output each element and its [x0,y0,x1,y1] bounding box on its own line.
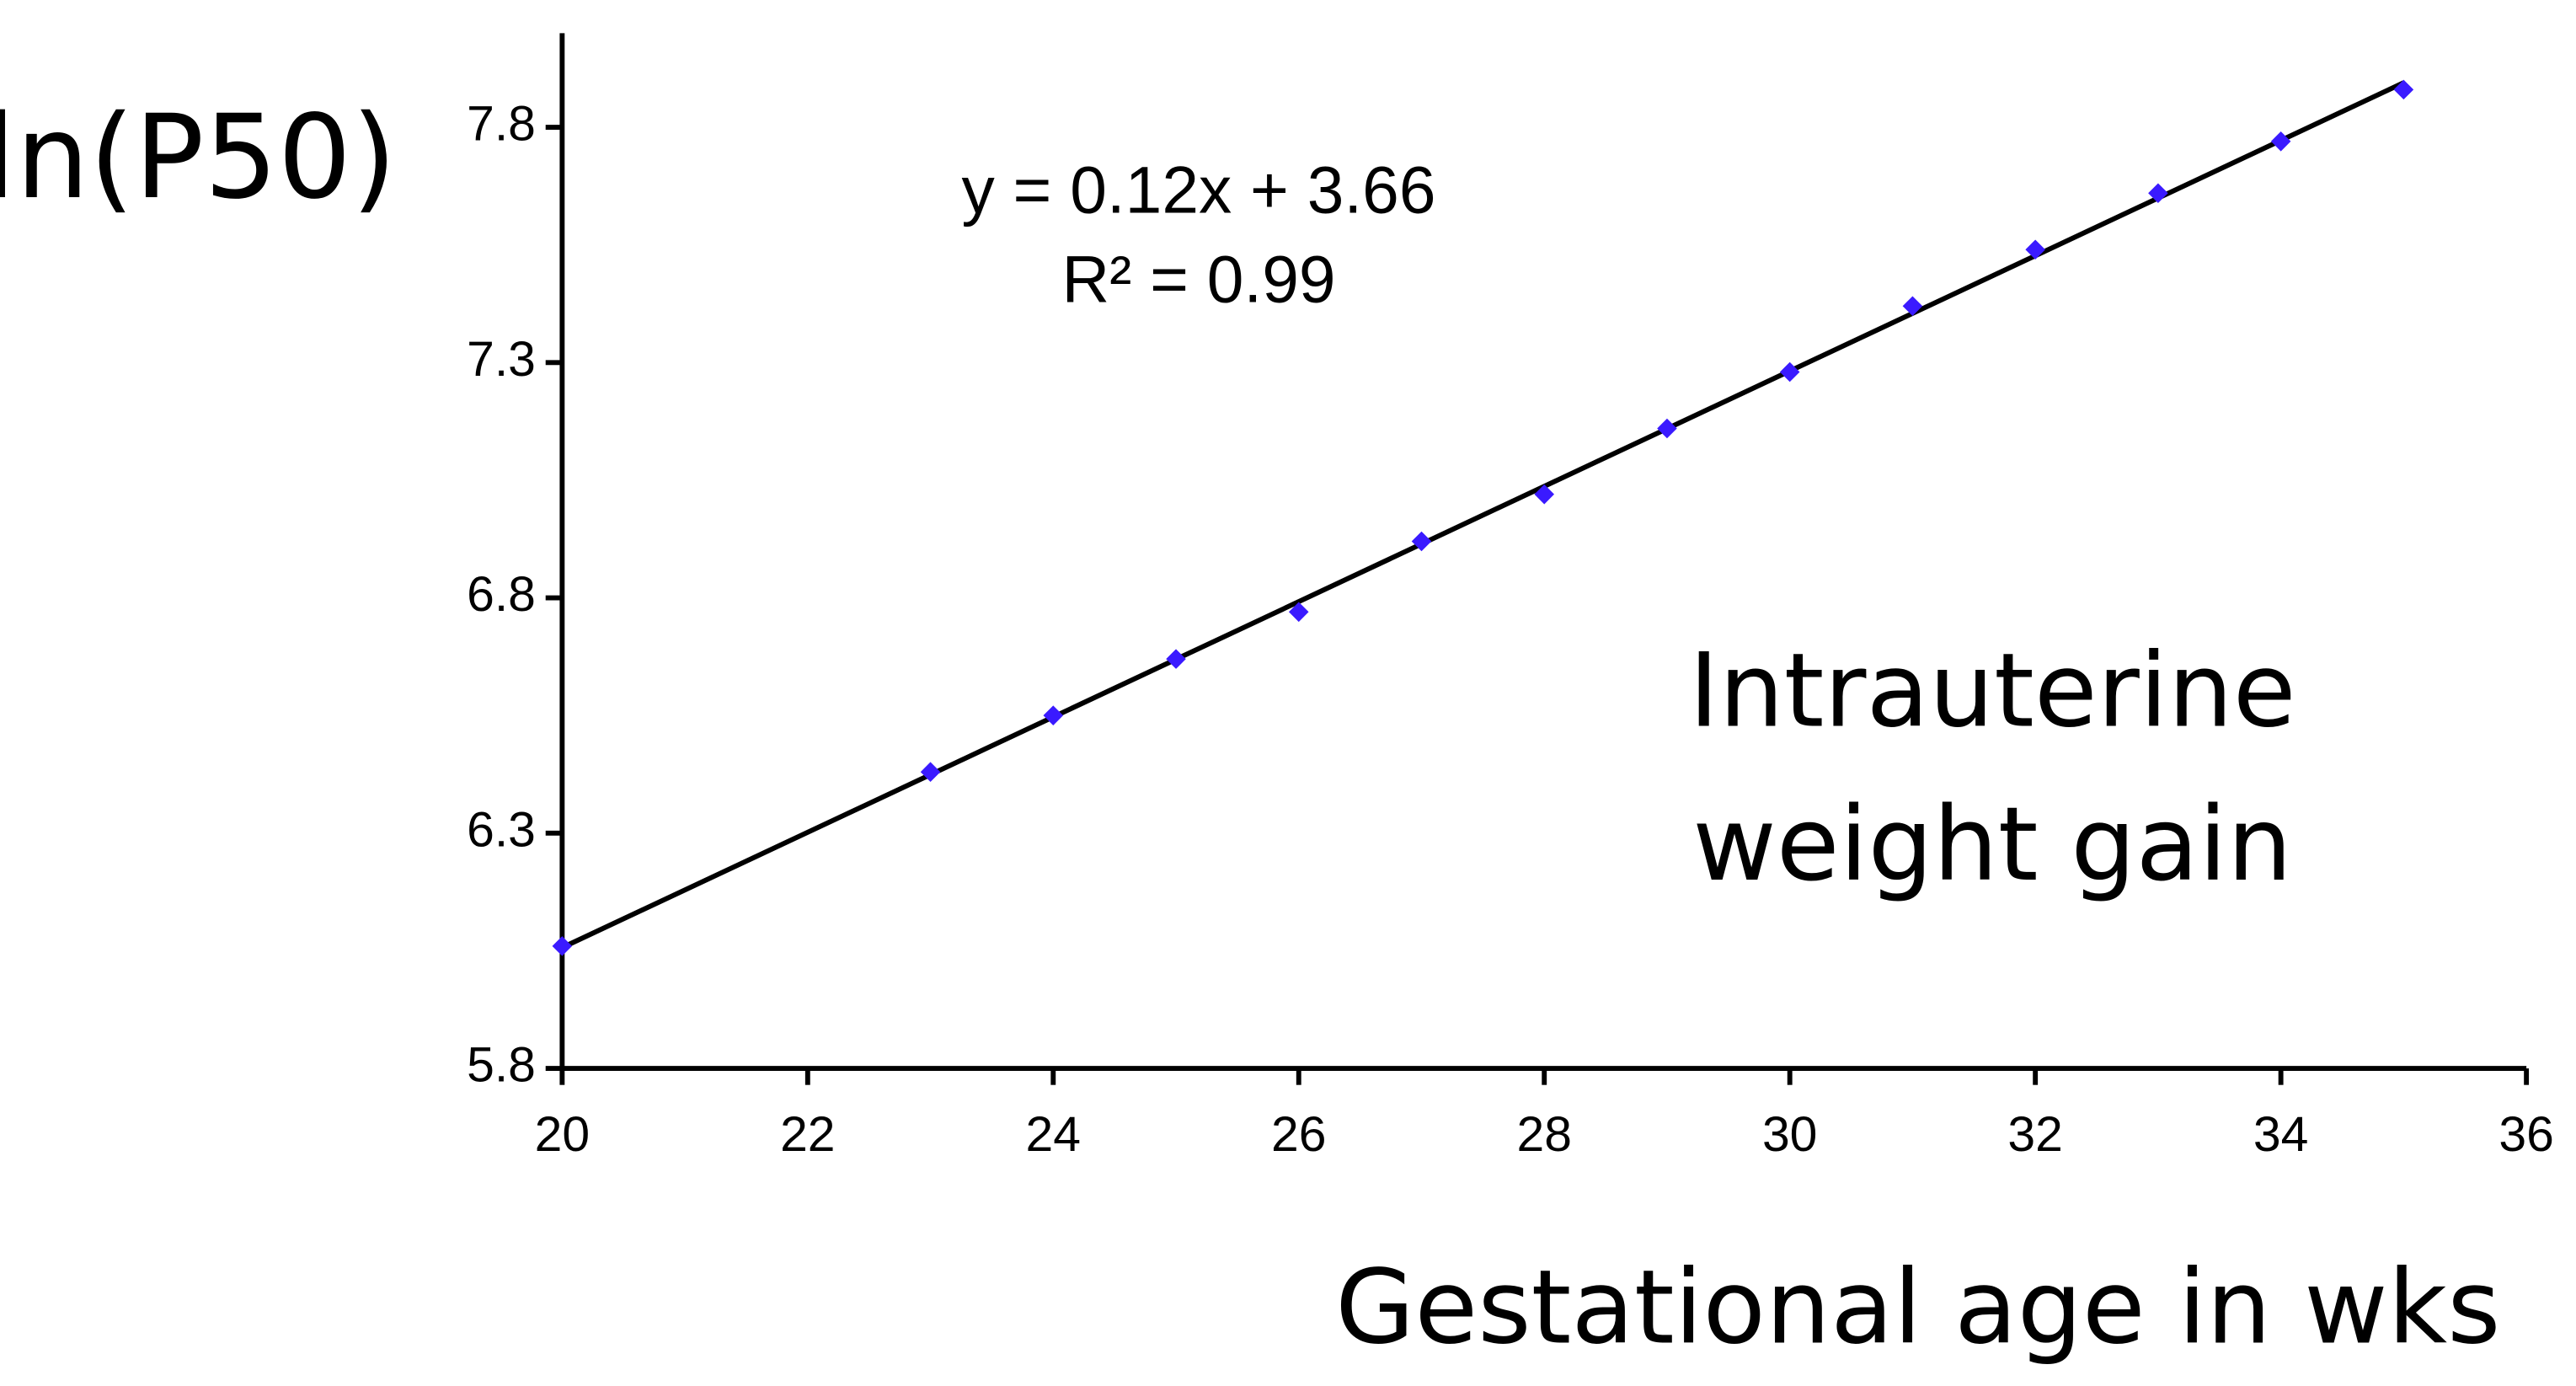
point [1043,705,1064,725]
r-squared: R² = 0.99 [1061,242,1335,316]
y-tick-label: 7.8 [467,97,536,152]
y-axis-label: ln(P50) [0,90,397,225]
point [2393,79,2414,100]
annotation: weight gain [1692,784,2292,904]
x-axis-label: Gestational age in wks [1335,1248,2500,1367]
point [1657,418,1677,439]
point [2270,131,2291,152]
point [1902,296,1923,317]
x-tick-label: 26 [1271,1107,1327,1162]
y-tick-label: 6.8 [467,567,536,622]
equation: y = 0.12x + 3.66 [962,153,1436,227]
y-tick-label: 6.3 [467,802,536,857]
x-tick-label: 30 [1762,1107,1818,1162]
y-tick-label: 5.8 [467,1038,536,1093]
x-tick-label: 28 [1516,1107,1572,1162]
x-tick-label: 32 [2007,1107,2063,1162]
x-tick-label: 22 [780,1107,836,1162]
point [2148,183,2168,204]
x-tick-label: 34 [2253,1107,2309,1162]
x-tick-label: 36 [2499,1107,2554,1162]
trend-line [561,80,2405,950]
x-tick-label: 24 [1026,1107,1082,1162]
x-tick-label: 20 [535,1107,591,1162]
y-tick-label: 7.3 [467,332,536,387]
point [1779,361,1800,383]
point [1166,649,1186,669]
annotation: Intrauterine [1689,631,2296,751]
point [552,936,573,956]
